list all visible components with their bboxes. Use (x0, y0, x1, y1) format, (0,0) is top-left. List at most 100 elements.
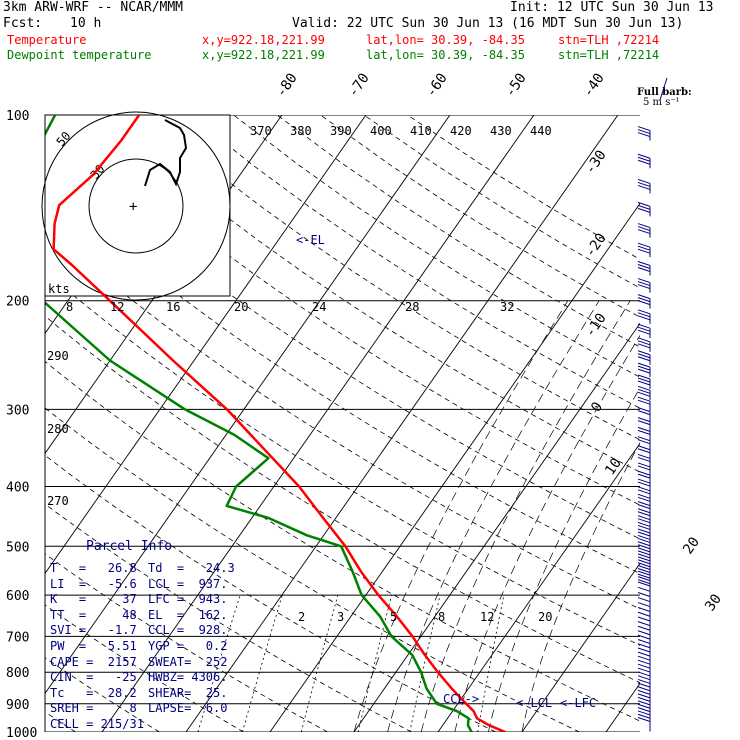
barb-flag (637, 426, 651, 432)
barb-flag (637, 223, 651, 229)
wind-barb (637, 278, 651, 293)
barb-flag (637, 388, 651, 394)
barb-flag (637, 362, 651, 368)
barb-flag (637, 634, 651, 640)
dry-adiabat (146, 115, 640, 441)
barb-flag (637, 524, 651, 530)
wind-barb (637, 417, 651, 432)
barb-flag (637, 337, 651, 343)
wind-barb (637, 385, 651, 401)
barb-flag (637, 713, 651, 719)
barb-flag (637, 156, 651, 162)
barb-flag (637, 436, 651, 442)
barb-flag (637, 486, 651, 492)
parcel-info-row-right: YGP = 0.2 (148, 639, 228, 653)
barb-flag (637, 465, 651, 471)
isotherm-line (353, 322, 640, 732)
wind-barb (637, 126, 651, 141)
theta-label: 380 (290, 124, 312, 138)
ccl-label: CCL-> (443, 692, 479, 706)
barb-flag (637, 470, 651, 476)
lfc-label: <-LFC (560, 696, 596, 710)
barb-flag (637, 294, 651, 300)
barb-flag (637, 309, 651, 315)
barb-flag (637, 242, 651, 248)
barb-flag (637, 385, 651, 391)
barb-flag (637, 686, 651, 692)
isotherm-label: -20 (582, 230, 610, 260)
barb-flag (637, 396, 651, 402)
dry-adiabat (102, 115, 640, 473)
barb-flag (637, 153, 651, 159)
lcl-label: <-LCL (516, 696, 552, 710)
barb-flag (637, 266, 651, 272)
barb-flag (637, 377, 651, 383)
barb-flag (637, 453, 651, 459)
barb-flag (637, 531, 651, 537)
barb-flag (637, 518, 651, 524)
barb-flag (637, 329, 651, 335)
parcel-info-row-right: EL = 162. (148, 607, 228, 622)
parcel-info-row-right: Td = 24.3 (148, 561, 235, 575)
barb-flag (637, 493, 651, 499)
barb-flag (637, 579, 651, 585)
barb-flag (637, 602, 651, 608)
barb-flag (637, 126, 651, 132)
theta-label: 440 (530, 124, 552, 138)
barb-flag (637, 410, 651, 416)
barb-flag (637, 323, 651, 329)
wind-barb (637, 201, 651, 217)
isotherm-line (521, 562, 640, 732)
wind-barb (637, 426, 651, 442)
barb-flag (637, 663, 651, 669)
barb-flag (637, 478, 651, 484)
parcel-info-row: LI = -5.6 (50, 576, 137, 591)
parcel-info-row: CIN = -25 (50, 670, 137, 685)
mixing-ratio-line (409, 595, 441, 732)
isotherm-label: 20 (680, 534, 703, 557)
mixing-ratio-label: 2 (298, 610, 305, 624)
barb-flag (637, 399, 651, 405)
isotherm-label: -10 (582, 310, 610, 340)
isotherm-line (101, 115, 535, 732)
barb-flag (637, 429, 651, 435)
barb-flag (637, 639, 651, 644)
barb-flag (637, 326, 651, 332)
barb-flag (637, 678, 651, 684)
barb-flag (637, 696, 651, 702)
dry-adiabat (276, 115, 640, 348)
barb-flag (637, 675, 651, 681)
mixing-ratio-line (300, 594, 339, 732)
isotherm-line (437, 442, 640, 732)
isotherm-line (45, 115, 451, 695)
barb-flag (637, 511, 651, 517)
parcel-info-row: SVI = -1.7 (50, 623, 137, 638)
parcel-info-row: PW = 5.51 (50, 639, 137, 653)
wind-barb (637, 436, 651, 451)
barb-flag (637, 481, 651, 487)
fcst-value: 10 h (70, 16, 102, 31)
barb-flag (637, 611, 651, 617)
barb-flag (637, 245, 651, 251)
barb-flag (637, 556, 651, 562)
barb-flag (637, 207, 651, 213)
wind-barb (637, 716, 651, 732)
barb-flag (637, 606, 651, 612)
curve-layer (45, 115, 506, 732)
pressure-tick-label: 700 (6, 630, 29, 645)
mixing-ratio-label: 12 (480, 610, 494, 624)
barb-flag (637, 407, 651, 413)
hodo-speed-label: 16 (166, 300, 180, 314)
init-time: Init: 12 UTC Sun 30 Jun 13 (510, 0, 714, 15)
barb-flag (637, 420, 651, 426)
wind-barb (637, 309, 651, 324)
parcel-info-row: TT = 48 (50, 607, 137, 622)
barb-flag (637, 417, 651, 423)
moist-adiabat (387, 300, 600, 732)
isotherm-line (690, 115, 740, 732)
barb-flag (637, 700, 651, 706)
barb-flag (637, 689, 651, 695)
barb-flag (637, 515, 651, 521)
dew-legend-latlon: lat,lon= 30.39, -84.35 (366, 48, 525, 62)
wind-barb (637, 337, 651, 352)
